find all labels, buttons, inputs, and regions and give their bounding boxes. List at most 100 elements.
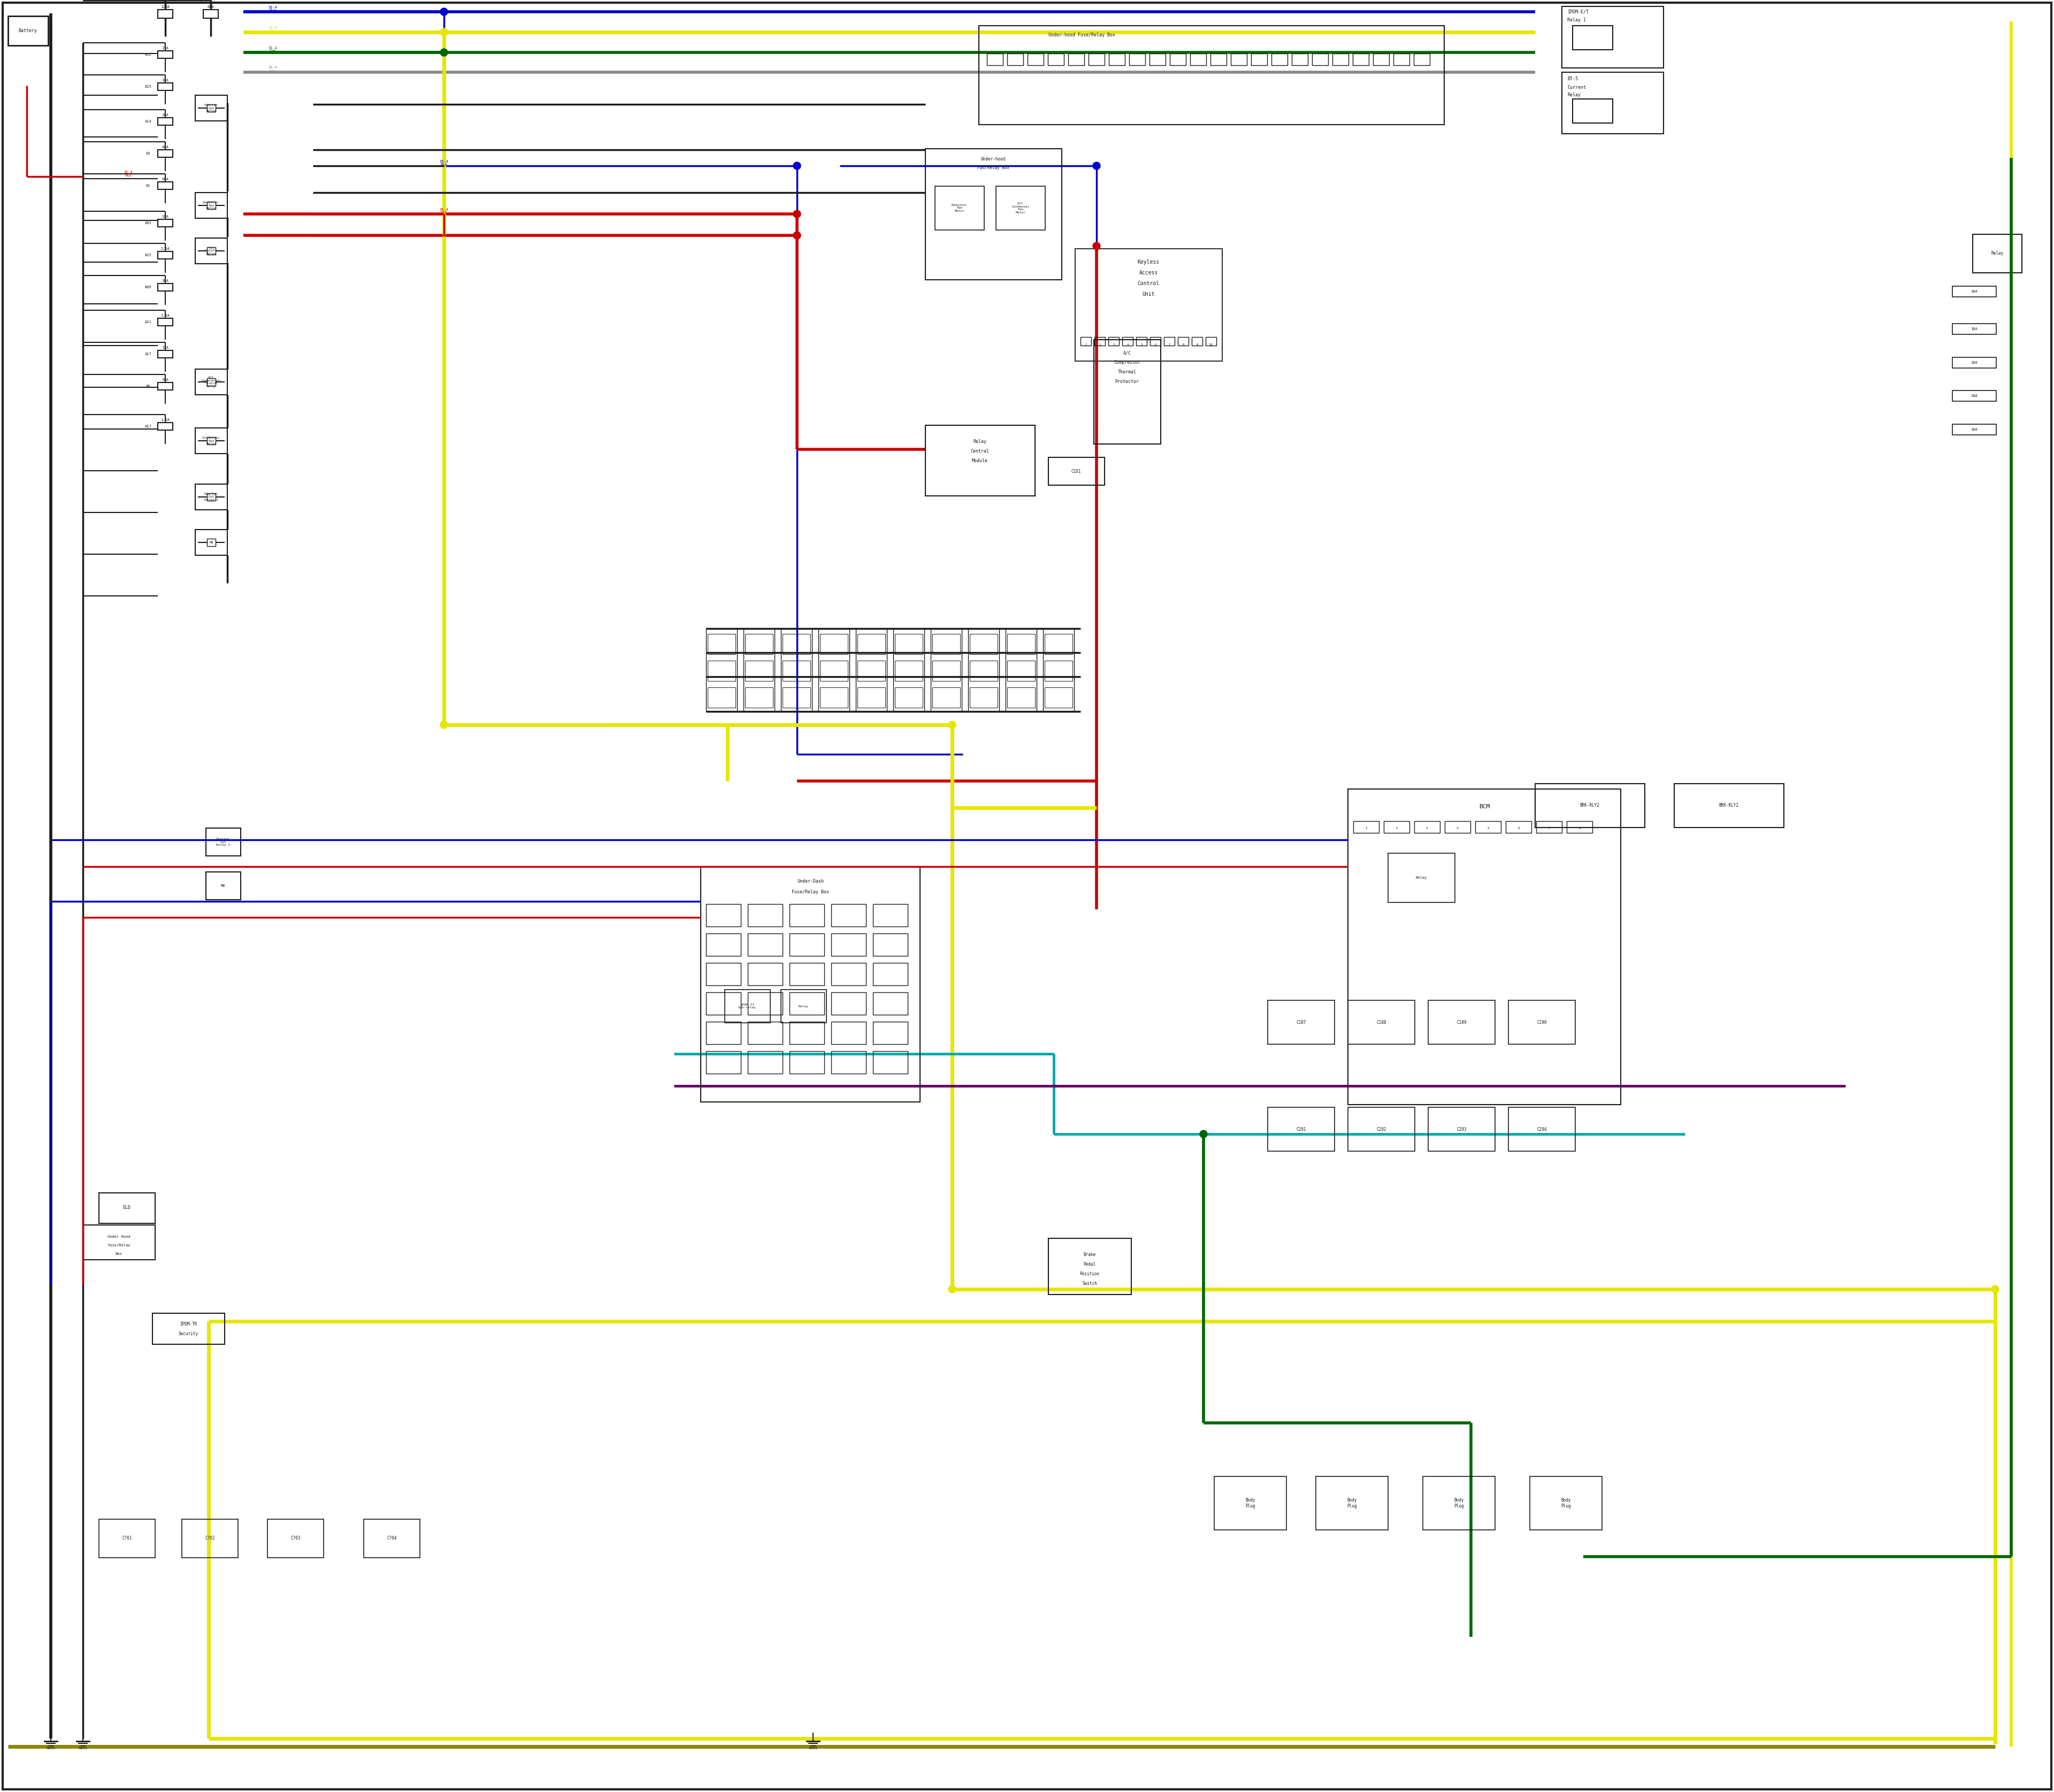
Bar (933, 661, 959, 681)
Text: Pedal: Pedal (1082, 1262, 1095, 1267)
Bar (1267, 1107, 1335, 1150)
Bar (857, 688, 885, 708)
Text: C294: C294 (1536, 1127, 1547, 1131)
Bar (195, 192, 228, 219)
Text: 30A: 30A (162, 113, 168, 116)
Bar (1150, 54, 1165, 65)
Bar (1191, 337, 1202, 346)
Bar (203, 9, 218, 18)
Bar (1045, 688, 1072, 708)
Text: 30A: 30A (162, 280, 168, 283)
Bar (1317, 1477, 1389, 1530)
Bar (700, 867, 920, 1102)
Bar (207, 539, 216, 547)
Text: A11: A11 (144, 321, 152, 324)
Text: IE-4
RED: IE-4 RED (123, 170, 134, 177)
Bar (1006, 634, 1035, 654)
Bar (969, 634, 998, 654)
Bar (195, 95, 228, 120)
Bar (207, 202, 216, 210)
Text: IE-4
BLU: IE-4 BLU (269, 5, 277, 13)
Text: A/C
Compressor
Clutch
Relay: A/C Compressor Clutch Relay (201, 376, 222, 387)
Bar (873, 993, 908, 1014)
Bar (748, 1052, 783, 1073)
Text: IE-4
GRN: IE-4 GRN (269, 47, 277, 54)
Text: C189: C189 (1456, 1020, 1467, 1025)
Bar (364, 1520, 419, 1557)
Bar (158, 251, 173, 258)
Bar (1444, 821, 1471, 833)
Bar (1121, 337, 1134, 346)
Text: Battery: Battery (18, 29, 37, 32)
Bar (933, 634, 959, 654)
Bar (1027, 54, 1043, 65)
Bar (1006, 688, 1035, 708)
Text: Relay 1: Relay 1 (1567, 18, 1586, 23)
Bar (1573, 99, 1612, 124)
Bar (1080, 337, 1091, 346)
Bar (1006, 629, 1037, 711)
Bar (1068, 54, 1085, 65)
Text: G001: G001 (78, 1747, 88, 1749)
Bar (1292, 54, 1308, 65)
Text: Under-hood: Under-hood (982, 158, 1006, 161)
Circle shape (440, 720, 448, 729)
Text: A3: A3 (146, 152, 150, 156)
Bar (789, 1052, 824, 1073)
Bar (1415, 821, 1440, 833)
Bar (207, 104, 216, 111)
Bar (1165, 337, 1175, 346)
Text: BT-5: BT-5 (1567, 77, 1577, 82)
Bar (1561, 7, 1664, 68)
Bar (1347, 1107, 1415, 1150)
Circle shape (949, 720, 955, 729)
Bar (926, 149, 1062, 280)
Bar (707, 629, 737, 711)
Bar (158, 382, 173, 391)
Bar (832, 1052, 867, 1073)
Bar (1508, 1107, 1575, 1150)
Bar (746, 661, 772, 681)
Text: Keyless: Keyless (1138, 260, 1158, 265)
Bar (158, 319, 173, 326)
Bar (1271, 54, 1288, 65)
Text: 2.5A: 2.5A (160, 247, 170, 251)
Bar (857, 629, 887, 711)
Text: IPDM-TR: IPDM-TR (179, 1321, 197, 1326)
Text: G001: G001 (47, 1747, 55, 1749)
Bar (1423, 1477, 1495, 1530)
Text: Fuse/Relay: Fuse/Relay (107, 1244, 129, 1247)
Text: Body
Plug: Body Plug (1245, 1498, 1255, 1509)
Text: ELD: ELD (123, 1206, 131, 1210)
Bar (1428, 1107, 1495, 1150)
Bar (183, 1520, 238, 1557)
Text: A/C
Condenser
Fan
Motor: A/C Condenser Fan Motor (1011, 202, 1029, 213)
Bar (205, 873, 240, 900)
Text: Thermal: Thermal (1117, 369, 1136, 375)
Bar (1251, 54, 1267, 65)
Text: C190: C190 (1536, 1020, 1547, 1025)
Bar (1048, 1238, 1132, 1294)
Bar (969, 661, 998, 681)
Bar (1475, 821, 1501, 833)
Circle shape (1093, 242, 1101, 249)
Text: C?03: C?03 (290, 1536, 300, 1541)
Text: Protector: Protector (1115, 380, 1140, 383)
Bar (707, 1021, 741, 1045)
Bar (1089, 54, 1105, 65)
Text: IE-4
GRY: IE-4 GRY (269, 66, 277, 73)
Bar (707, 934, 741, 955)
Bar (857, 661, 885, 681)
Bar (933, 688, 959, 708)
Bar (820, 661, 848, 681)
Bar (158, 118, 173, 125)
Text: C?04: C?04 (386, 1536, 396, 1541)
Bar (1045, 661, 1072, 681)
Bar (1428, 1000, 1495, 1045)
Text: 2.5A: 2.5A (160, 314, 170, 317)
Bar (1048, 54, 1064, 65)
Bar (896, 634, 922, 654)
Text: 120A: 120A (160, 5, 170, 9)
Text: Under-hood Fuse/Relay Box: Under-hood Fuse/Relay Box (1048, 32, 1115, 38)
Bar (1506, 821, 1532, 833)
